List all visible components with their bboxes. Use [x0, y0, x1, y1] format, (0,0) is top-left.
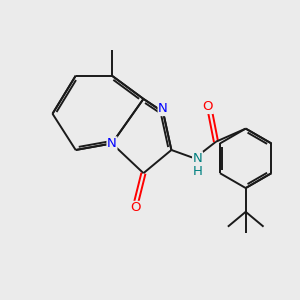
Text: N: N — [193, 152, 202, 165]
Text: N: N — [107, 137, 117, 150]
Text: O: O — [130, 202, 140, 214]
Text: H: H — [193, 165, 202, 178]
Text: O: O — [203, 100, 213, 113]
Text: N: N — [158, 103, 168, 116]
